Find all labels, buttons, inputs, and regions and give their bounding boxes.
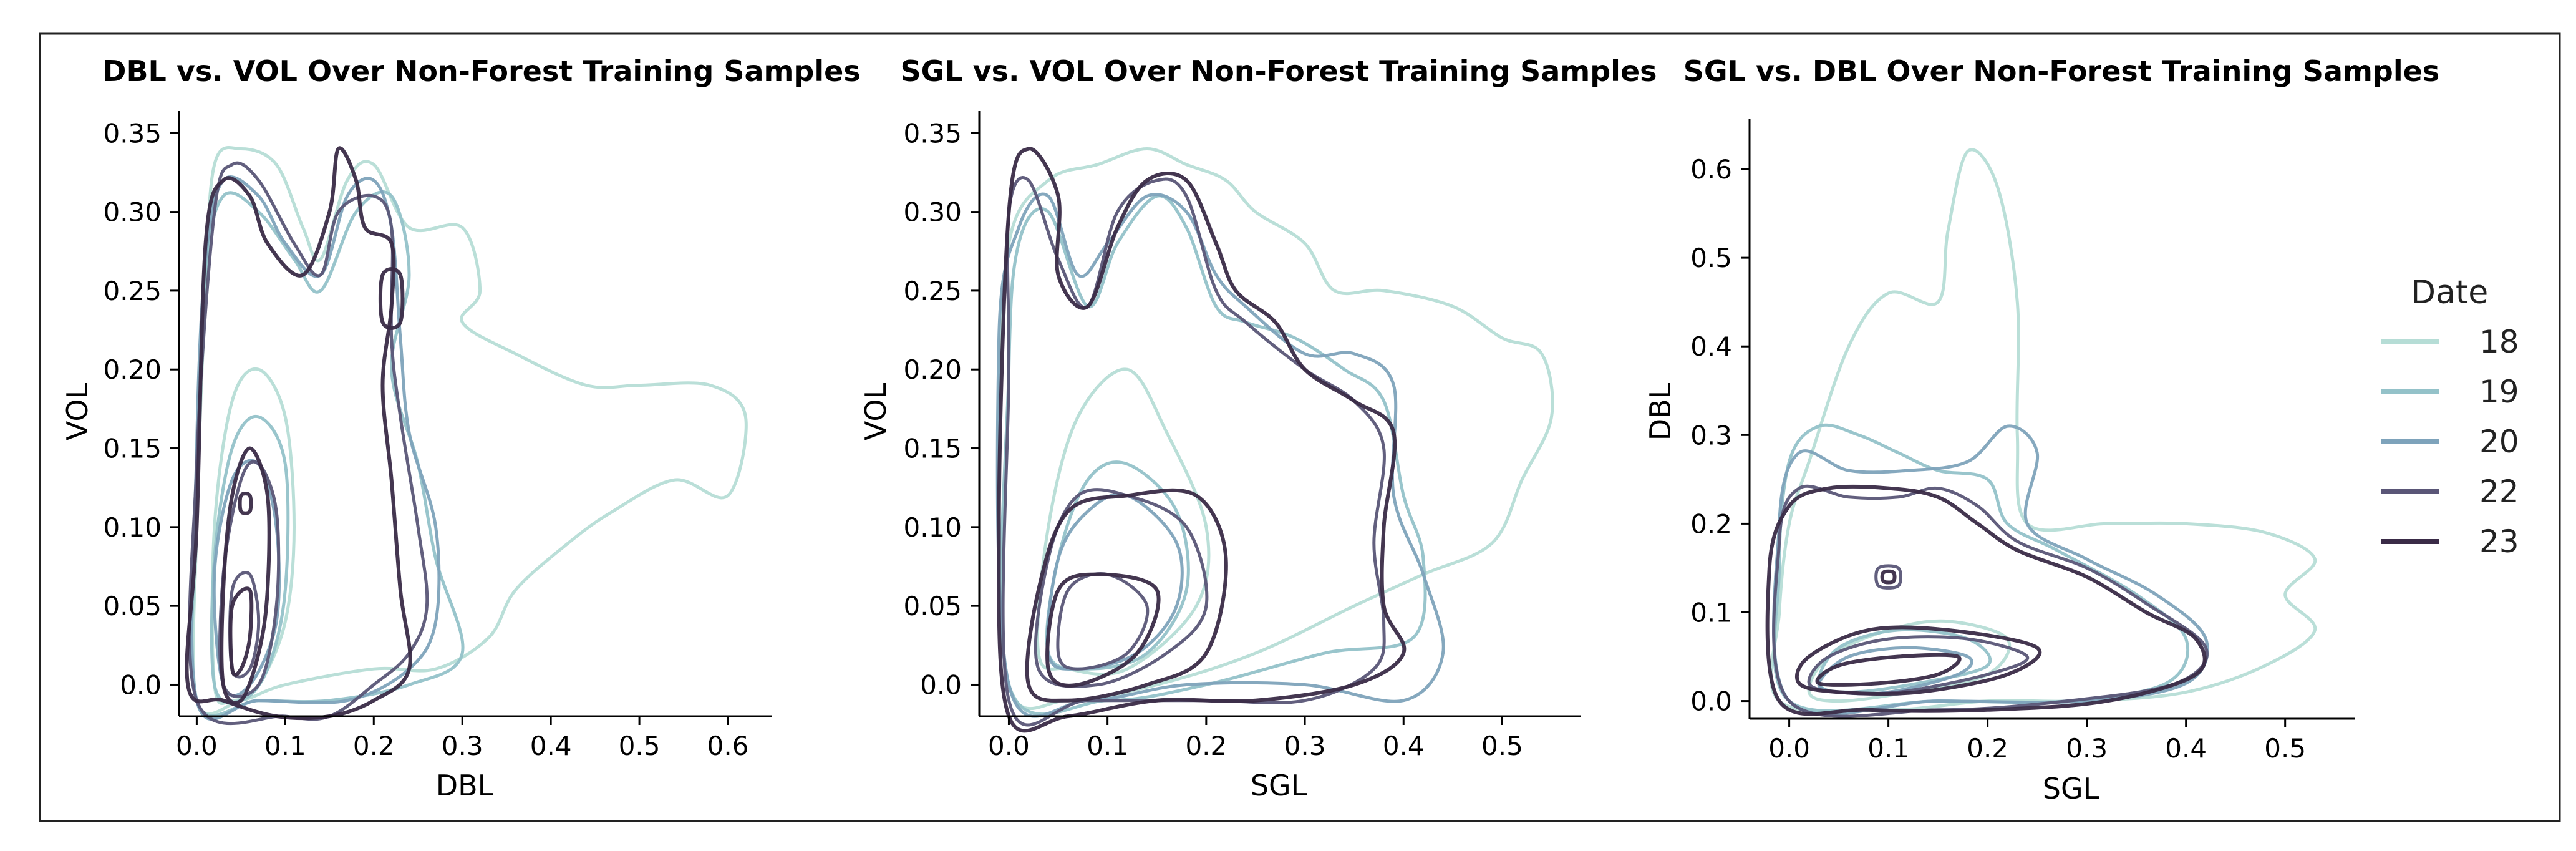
chart-panel-sgl-vs-dbl: SGL vs. DBL Over Non-Forest Training Sam… — [1644, 54, 2439, 805]
x-tick-label: 0.1 — [264, 731, 306, 761]
x-tick-label: 0.2 — [1967, 733, 2008, 764]
chart-title: SGL vs. DBL Over Non-Forest Training Sam… — [1683, 54, 2439, 88]
x-axis-label: SGL — [2043, 772, 2099, 805]
plot-area: 0.0 0.1 0.2 0.3 0.4 0.5 0.0 0.05 0.10 0.15 0.20 0.2… — [903, 111, 1581, 761]
contour-date-23 — [238, 492, 253, 515]
contour-date-18 — [1769, 148, 2317, 713]
x-axis-label: DBL — [436, 769, 494, 802]
y-tick-label: 0.4 — [1690, 331, 1732, 362]
plot-area: 0.0 0.1 0.2 0.3 0.4 0.5 0.6 0.0 0.05 0.10 0.15 0.20… — [103, 111, 772, 761]
y-axis-label: VOL — [859, 382, 893, 440]
legend: Date 18 19 20 22 23 — [2381, 274, 2519, 560]
y-tick-label: 0.0 — [1690, 686, 1732, 717]
y-tick-label: 0.35 — [903, 118, 962, 148]
contour-date-18 — [1036, 367, 1211, 676]
x-tick-label: 0.3 — [1284, 731, 1326, 761]
contour-date-18 — [191, 146, 748, 716]
contour-date-22 — [1874, 564, 1902, 590]
x-tick-label: 0.3 — [442, 731, 483, 761]
y-tick-label: 0.2 — [1690, 508, 1732, 539]
y-axis-label: DBL — [1644, 382, 1677, 440]
x-tick-label: 0.5 — [2264, 733, 2306, 764]
y-tick-label: 0.15 — [103, 434, 162, 464]
legend-title: Date — [2411, 274, 2488, 311]
y-tick-label: 0.35 — [103, 118, 162, 148]
legend-label-19: 19 — [2479, 374, 2519, 410]
contour-date-19 — [1817, 628, 1992, 694]
chart-title: DBL vs. VOL Over Non-Forest Training Sam… — [102, 54, 860, 88]
plot-area: 0.0 0.1 0.2 0.3 0.4 0.5 0.0 0.1 0.2 0.3 0.4 0.5 0.6 — [1690, 119, 2355, 764]
contour-date-22 — [1772, 484, 2209, 718]
y-tick-label: 0.5 — [1690, 243, 1732, 273]
contour-date-22 — [1056, 572, 1150, 671]
y-tick-label: 0.1 — [1690, 597, 1732, 628]
contour-date-23 — [1025, 488, 1228, 703]
legend-label-22: 22 — [2479, 474, 2519, 510]
y-tick-label: 0.10 — [903, 512, 962, 543]
y-tick-label: 0.3 — [1690, 420, 1732, 450]
contour-date-23 — [1880, 569, 1897, 585]
y-tick-label: 0.05 — [903, 591, 962, 621]
x-tick-label: 0.4 — [2165, 733, 2207, 764]
x-tick-label: 0.5 — [1481, 731, 1523, 761]
y-tick-label: 0.20 — [103, 354, 162, 385]
y-tick-label: 0.6 — [1690, 154, 1732, 185]
x-axis-label: SGL — [1251, 769, 1307, 802]
contour-date-20 — [1772, 424, 2209, 716]
contour-date-20 — [995, 192, 1445, 718]
contour-date-23 — [1795, 625, 2042, 696]
x-tick-label: 0.3 — [2066, 733, 2108, 764]
y-axis-label: VOL — [61, 382, 94, 440]
x-tick-label: 0.2 — [353, 731, 395, 761]
y-tick-label: 0.30 — [903, 197, 962, 228]
y-tick-label: 0.20 — [903, 354, 962, 385]
chart-title: SGL vs. VOL Over Non-Forest Training Sam… — [900, 54, 1657, 88]
y-tick-label: 0.30 — [103, 197, 162, 228]
contour-date-22 — [1001, 176, 1386, 727]
contour-date-23 — [185, 146, 412, 721]
y-tick-label: 0.10 — [103, 512, 162, 543]
contour-date-23 — [1815, 653, 1962, 687]
figure-border — [39, 32, 2561, 822]
y-tick-label: 0.25 — [103, 276, 162, 306]
contour-date-23 — [1765, 484, 2207, 716]
x-tick-label: 0.4 — [1383, 731, 1425, 761]
legend-label-18: 18 — [2479, 324, 2519, 360]
contour-date-23 — [228, 586, 254, 677]
x-tick-label: 0.0 — [1768, 733, 1810, 764]
x-tick-label: 0.5 — [619, 731, 661, 761]
y-tick-label: 0.15 — [903, 434, 962, 464]
contour-date-22 — [188, 161, 429, 726]
legend-label-20: 20 — [2479, 424, 2519, 460]
contour-date-23 — [997, 147, 1407, 733]
contour-date-23 — [1045, 572, 1161, 688]
contour-date-23 — [378, 267, 405, 330]
y-tick-label: 0.25 — [903, 276, 962, 306]
chart-panel-sgl-vs-vol: SGL vs. VOL Over Non-Forest Training Sam… — [859, 54, 1657, 802]
x-tick-label: 0.0 — [988, 731, 1030, 761]
contour-date-23 — [220, 446, 271, 705]
x-tick-label: 0.1 — [1867, 733, 1909, 764]
x-tick-label: 0.6 — [707, 731, 749, 761]
x-tick-label: 0.2 — [1185, 731, 1227, 761]
y-tick-label: 0.05 — [103, 591, 162, 621]
contour-date-19 — [999, 194, 1427, 716]
y-tick-label: 0.0 — [920, 669, 962, 700]
chart-panel-dbl-vs-vol: DBL vs. VOL Over Non-Forest Training Sam… — [61, 54, 861, 802]
y-tick-label: 0.0 — [120, 669, 162, 700]
x-tick-label: 0.4 — [530, 731, 572, 761]
x-tick-label: 0.1 — [1087, 731, 1128, 761]
legend-label-23: 23 — [2479, 523, 2519, 560]
x-tick-label: 0.0 — [176, 731, 218, 761]
